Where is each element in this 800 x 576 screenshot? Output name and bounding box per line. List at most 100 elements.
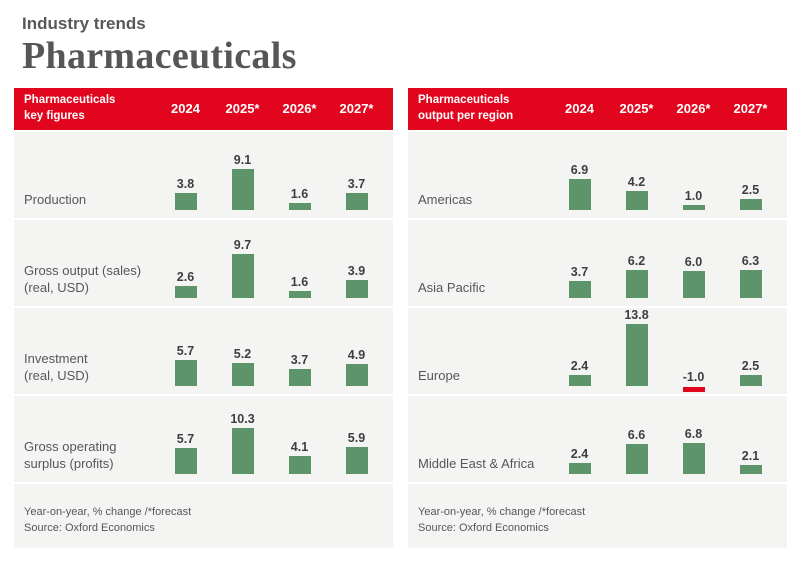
bar-value-label: 6.3 [741,253,760,268]
chart-row: Americas 6.9 4.2 1.0 2.5 [408,129,787,218]
bar-cell: 4.9 [328,308,385,394]
footer-note: Year-on-year, % change /*forecast [24,505,192,518]
panel-header: Pharmaceuticals key figures 2024 2025* 2026… [14,87,393,130]
bar-positive [288,368,311,386]
bar-value-label: 6.0 [684,254,703,269]
bar-cell: 4.1 [271,396,328,482]
bar-value-label: 1.0 [684,188,703,203]
bar-positive [739,374,762,386]
bar-positive [231,427,254,474]
bar-value-label: 5.7 [176,431,195,446]
chart-row: Investment (real, USD) 5.7 5.2 3.7 4.9 [14,305,393,394]
chart-row: Gross operating surplus (profits) 5.7 10.3… [14,393,393,482]
bar-positive [174,285,197,298]
panel-header: Pharmaceuticals output per region 2024 202… [408,87,787,130]
bar-positive [174,447,197,474]
bar-value-label: 5.7 [176,343,195,358]
bar-negative [682,386,705,392]
bar-cell: 6.8 [665,396,722,482]
bar-cell: 2.1 [722,396,779,482]
bar-cell: 13.8 [608,308,665,394]
bar-cell: 9.7 [214,220,271,306]
column-header-2025: 2025* [225,101,260,117]
panel-title: Pharmaceuticals output per region [418,94,514,122]
column-header-2024: 2024 [171,101,200,117]
chart-row: Asia Pacific 3.7 6.2 6.0 6.3 [408,217,787,306]
chart-row: Europe 2.4 13.8 -1.0 2.5 [408,305,787,394]
bar-positive [625,443,648,474]
bar-positive [739,464,762,474]
column-header-2027: 2027* [339,101,374,117]
page-header: Industry trends Pharmaceuticals [14,12,787,88]
bar-cell: 2.4 [551,396,608,482]
bar-cell: 3.7 [271,308,328,394]
bar-positive [345,192,368,210]
panels-container: Pharmaceuticals key figures 2024 2025* 2026… [14,87,787,548]
panel-key-figures: Pharmaceuticals key figures 2024 2025* 2026… [14,87,393,548]
bar-value-label: 6.8 [684,426,703,441]
bar-positive [625,323,648,386]
row-label: Investment (real, USD) [24,350,90,384]
column-header-2024: 2024 [565,101,594,117]
column-header-2025: 2025* [619,101,654,117]
bar-positive [174,359,197,386]
bar-cell: 5.9 [328,396,385,482]
bar-cell: 3.7 [328,132,385,218]
bar-cell: 9.1 [214,132,271,218]
page-title: Pharmaceuticals [22,35,297,77]
footer-source: Source: Oxford Economics [418,522,549,535]
chart-row: Production 3.8 9.1 1.6 3.7 [14,129,393,218]
bar-positive [625,269,648,298]
panel-title: Pharmaceuticals key figures [24,94,116,122]
bar-positive [625,190,648,210]
bar-positive [345,279,368,298]
bar-cell: 4.2 [608,132,665,218]
bar-cell: 3.9 [328,220,385,306]
bar-value-label: 4.2 [627,174,646,189]
bar-cell: 5.2 [214,308,271,394]
bar-value-label: 9.7 [233,237,252,252]
bar-cell: 2.5 [722,132,779,218]
bar-cell: 1.6 [271,132,328,218]
bar-value-label: 3.7 [570,264,589,279]
bar-value-label: 6.2 [627,253,646,268]
bar-positive [682,204,705,210]
bar-cell: 2.5 [722,308,779,394]
bar-positive [682,270,705,298]
row-label: Middle East & Africa [418,456,535,472]
bar-value-label: 3.9 [347,263,366,278]
bar-cell: 5.7 [157,396,214,482]
bar-cell: -1.0 [665,308,722,394]
bar-value-label: 3.7 [347,176,366,191]
bar-cell: 2.4 [551,308,608,394]
bar-positive [288,455,311,474]
bar-value-label: 2.1 [741,448,760,463]
row-label: Gross output (sales) (real, USD) [24,262,142,296]
page: Industry trends Pharmaceuticals Pharmace… [14,12,787,548]
column-header-2027: 2027* [733,101,768,117]
bar-cell: 6.2 [608,220,665,306]
eyebrow-title: Industry trends [22,14,146,33]
bar-cell: 3.8 [157,132,214,218]
row-label: Production [24,192,87,208]
bar-positive [568,462,591,474]
bar-value-label: 3.8 [176,176,195,191]
bar-cell: 6.3 [722,220,779,306]
bar-positive [288,290,311,298]
chart-row: Middle East & Africa 2.4 6.6 6.8 2.1 [408,393,787,482]
bar-cell: 2.6 [157,220,214,306]
column-header-2026: 2026* [676,101,711,117]
bar-value-label: 2.6 [176,269,195,284]
row-label: Asia Pacific [418,280,486,296]
row-label: Europe [418,368,460,384]
bar-value-label: 6.6 [627,427,646,442]
bar-cell: 10.3 [214,396,271,482]
row-label: Gross operating surplus (profits) [24,438,117,472]
bar-positive [682,442,705,474]
bar-positive [345,363,368,386]
bar-value-label: 4.9 [347,347,366,362]
bar-positive [231,168,254,210]
bar-cell: 1.0 [665,132,722,218]
bar-value-label: 5.2 [233,346,252,361]
bar-positive [231,362,254,386]
